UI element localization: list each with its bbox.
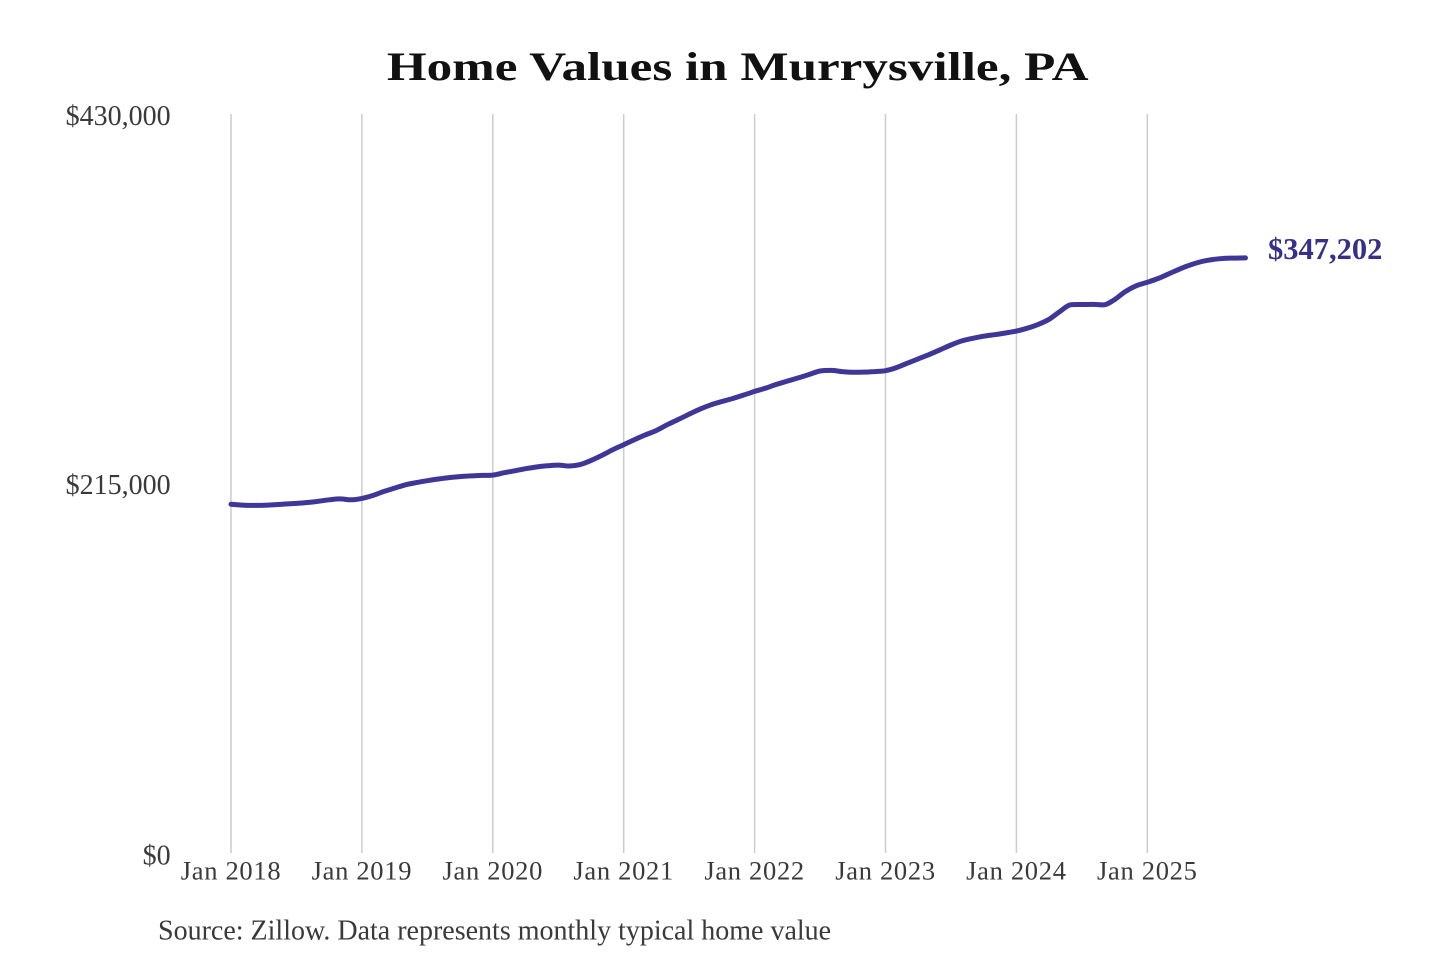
svg-text:Source: Zillow. Data represent: Source: Zillow. Data represents monthly … (158, 916, 831, 947)
svg-text:$347,202: $347,202 (1268, 232, 1382, 266)
svg-text:Jan 2022: Jan 2022 (704, 856, 805, 886)
svg-text:Jan 2024: Jan 2024 (966, 856, 1067, 886)
svg-text:Jan 2019: Jan 2019 (312, 856, 413, 886)
svg-text:$0: $0 (143, 840, 171, 871)
svg-text:Jan 2023: Jan 2023 (835, 856, 936, 886)
svg-text:Jan 2018: Jan 2018 (181, 856, 282, 886)
svg-text:Home Values in Murrysville, PA: Home Values in Murrysville, PA (387, 44, 1089, 89)
svg-text:Jan 2025: Jan 2025 (1097, 856, 1198, 886)
svg-text:Jan 2020: Jan 2020 (443, 856, 544, 886)
svg-text:$215,000: $215,000 (66, 470, 171, 501)
svg-text:$430,000: $430,000 (66, 101, 171, 132)
svg-text:Jan 2021: Jan 2021 (573, 856, 674, 886)
